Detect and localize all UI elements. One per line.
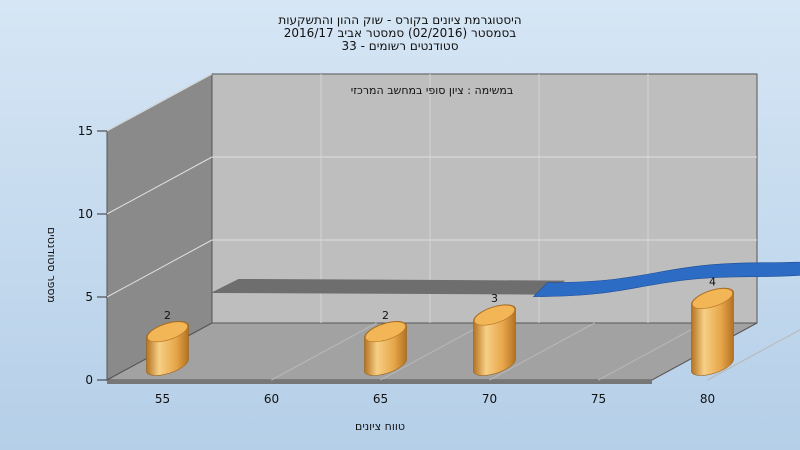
bar-data-label: 3 bbox=[491, 292, 498, 305]
y-gridline-side bbox=[106, 73, 213, 132]
bar-top bbox=[147, 321, 188, 343]
bar-data-label: 2 bbox=[382, 309, 389, 322]
y-axis-label: מספר סטודנטים bbox=[45, 227, 58, 303]
y-gridline-side bbox=[106, 156, 213, 215]
title-line-2: בסמסטר (02/2016) סמסטר אביב 2016/17 bbox=[284, 26, 516, 40]
title-line-3: סטודנטים רשומים - 33 bbox=[341, 39, 458, 53]
floor-gridline bbox=[489, 322, 595, 381]
bar-data-label: 4 bbox=[709, 276, 716, 289]
x-tick-label: 55 bbox=[155, 392, 170, 406]
title-line-1: היסטוגרמת ציונים בקורס - שוק ההון והתשקע… bbox=[278, 13, 521, 27]
x-tick-label: 65 bbox=[373, 392, 388, 406]
x-axis-label: טווח ציונים bbox=[355, 420, 405, 433]
x-tick-label: 60 bbox=[264, 392, 279, 406]
bar-data-label: 2 bbox=[164, 309, 171, 322]
bar-series: 22345103 bbox=[146, 276, 734, 376]
distribution-curve bbox=[210, 261, 800, 297]
chart-subtitle: במשימה : ציון סופי במחשב המרכזי bbox=[351, 84, 514, 97]
y-tick-label: 5 bbox=[85, 290, 93, 304]
chart-title: היסטוגרמת ציונים בקורס - שוק ההון והתשקע… bbox=[278, 13, 521, 53]
axis-ticks: 051015556065707580859095 bbox=[78, 124, 715, 406]
floor-gridline bbox=[271, 322, 377, 381]
floor-gridline bbox=[380, 322, 486, 381]
bar: 2 bbox=[364, 309, 407, 376]
x-tick-label: 75 bbox=[591, 392, 606, 406]
bar-top bbox=[365, 321, 406, 343]
floor-gridline bbox=[598, 322, 704, 381]
bar: 4 bbox=[691, 276, 734, 376]
y-tick-label: 15 bbox=[78, 124, 93, 138]
curve-ribbon bbox=[532, 261, 800, 297]
bar-body bbox=[691, 287, 734, 376]
chart-frame bbox=[106, 73, 758, 384]
bar-top bbox=[692, 288, 733, 309]
bar: 3 bbox=[473, 292, 516, 376]
chart-grid bbox=[106, 73, 800, 381]
y-tick-label: 10 bbox=[78, 207, 93, 221]
bar-top bbox=[474, 304, 515, 326]
bar: 2 bbox=[146, 309, 189, 376]
floor-edge bbox=[107, 380, 652, 384]
x-tick-label: 70 bbox=[482, 392, 497, 406]
y-gridline-side bbox=[106, 239, 213, 298]
curve-flat-segment bbox=[210, 278, 566, 295]
floor-gridline bbox=[707, 329, 800, 381]
x-tick-label: 80 bbox=[700, 392, 715, 406]
y-tick-label: 0 bbox=[85, 373, 93, 387]
